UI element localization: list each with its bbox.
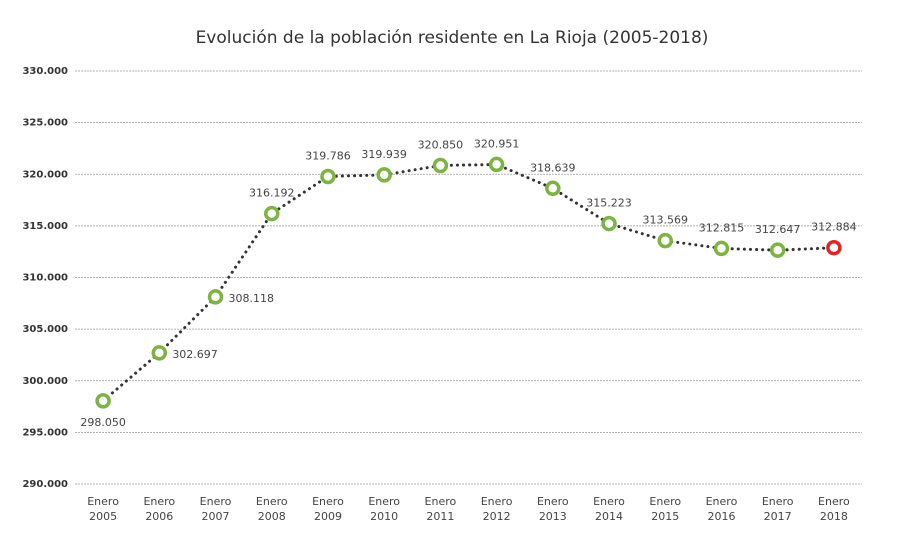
data-point (376, 167, 392, 183)
data-label: 308.118 (229, 292, 274, 305)
data-point (713, 240, 730, 257)
x-tick-label: Enero 2016 (705, 495, 738, 523)
data-label: 312.884 (811, 221, 857, 234)
x-tick-label: Enero 2018 (818, 495, 850, 523)
data-point (601, 215, 617, 232)
x-tick-label: Enero 2014 (593, 495, 625, 523)
data-point (95, 393, 111, 409)
x-tick-label: Enero 2008 (255, 495, 288, 523)
data-line (101, 162, 836, 403)
x-tick-label: Enero 2010 (368, 495, 401, 523)
data-label: 320.951 (474, 137, 520, 150)
data-point (488, 156, 505, 173)
y-tick-label: 290.000 (22, 479, 68, 490)
x-tick-label: Enero 2011 (424, 495, 457, 523)
y-tick-label: 295.000 (22, 427, 68, 438)
y-tick-label: 320.000 (22, 169, 68, 180)
x-tick-label: Enero 2017 (761, 495, 794, 523)
y-tick-label: 325.000 (22, 118, 68, 129)
y-tick-label: 315.000 (22, 221, 68, 232)
data-point (207, 289, 224, 305)
x-tick-label: Enero 2015 (649, 495, 682, 523)
data-label: 298.050 (80, 416, 126, 429)
data-label: 302.697 (172, 348, 218, 361)
y-tick-label: 330.000 (22, 66, 68, 77)
data-point (264, 205, 280, 222)
y-tick-label: 305.000 (22, 324, 68, 335)
data-label: 318.639 (530, 161, 576, 174)
data-point (826, 239, 842, 256)
x-tick-label: Enero 2005 (87, 495, 119, 523)
x-tick-label: Enero 2007 (199, 495, 232, 523)
x-tick-label: Enero 2012 (480, 495, 513, 523)
x-tick-label: Enero 2013 (536, 495, 569, 523)
data-point (769, 242, 786, 258)
y-tick-label: 300.000 (22, 376, 68, 387)
data-label: 315.223 (586, 197, 632, 210)
data-point (432, 157, 449, 174)
data-label: 319.786 (305, 149, 351, 162)
data-point (320, 168, 336, 185)
data-label: 312.815 (699, 221, 745, 234)
chart-title: Evolución de la población residente en L… (196, 28, 709, 48)
data-point (545, 180, 561, 197)
data-label: 319.939 (361, 148, 407, 161)
y-tick-label: 310.000 (22, 273, 68, 284)
data-label: 316.192 (249, 187, 295, 200)
data-point (657, 232, 673, 249)
x-tick-label: Enero 2009 (312, 495, 344, 523)
data-label: 312.647 (755, 223, 801, 236)
data-point (151, 345, 168, 361)
x-tick-label: Enero 2006 (143, 495, 176, 523)
data-label: 320.850 (418, 138, 464, 151)
data-label: 313.569 (643, 214, 689, 227)
